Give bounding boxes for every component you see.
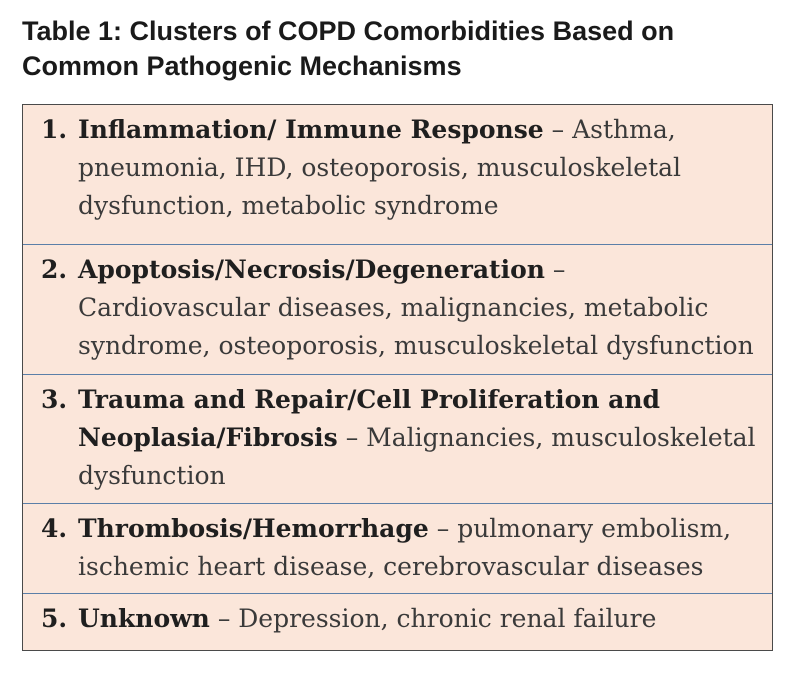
table-title: Table 1: Clusters of COPD Comorbidities … bbox=[22, 16, 675, 81]
row-number: 3. bbox=[41, 385, 68, 414]
row-heading: Trauma and Repair/Cell Proliferation and… bbox=[78, 385, 661, 452]
row-number: 4. bbox=[41, 514, 68, 543]
row-separator: – bbox=[217, 604, 231, 633]
row-description: Depression, chronic renal failure bbox=[238, 604, 657, 633]
table-row: 5. Unknown – Depression, chronic renal f… bbox=[23, 594, 772, 650]
table-row: 4. Thrombosis/Hemorrhage – pulmonary emb… bbox=[23, 504, 772, 594]
row-heading: Thrombosis/Hemorrhage bbox=[78, 514, 429, 543]
row-heading: Inflammation/ Immune Response bbox=[78, 115, 544, 144]
row-separator: – bbox=[552, 255, 566, 284]
table-row: 2. Apoptosis/Necrosis/Degeneration – Car… bbox=[23, 245, 772, 375]
row-description: Cardiovascular diseases, malignancies, m… bbox=[78, 293, 754, 360]
row-description: pulmonary embolism, ischemic heart disea… bbox=[78, 514, 732, 581]
row-heading: Apoptosis/Necrosis/Degeneration bbox=[78, 255, 545, 284]
row-description: Asthma, pneumonia, IHD, osteoporosis, mu… bbox=[78, 115, 682, 220]
row-heading: Unknown bbox=[78, 604, 210, 633]
row-separator: – bbox=[551, 115, 565, 144]
comorbidity-clusters-table: 1. Inflammation/ Immune Response – Asthm… bbox=[22, 104, 773, 651]
row-description: Malignancies, musculoskeletal dysfunctio… bbox=[78, 423, 756, 490]
row-number: 2. bbox=[41, 255, 68, 284]
table-row: 3. Trauma and Repair/Cell Proliferation … bbox=[23, 375, 772, 504]
row-separator: – bbox=[345, 423, 359, 452]
row-separator: – bbox=[436, 514, 450, 543]
row-number: 1. bbox=[41, 115, 68, 144]
table-row: 1. Inflammation/ Immune Response – Asthm… bbox=[23, 105, 772, 245]
row-number: 5. bbox=[41, 604, 68, 633]
